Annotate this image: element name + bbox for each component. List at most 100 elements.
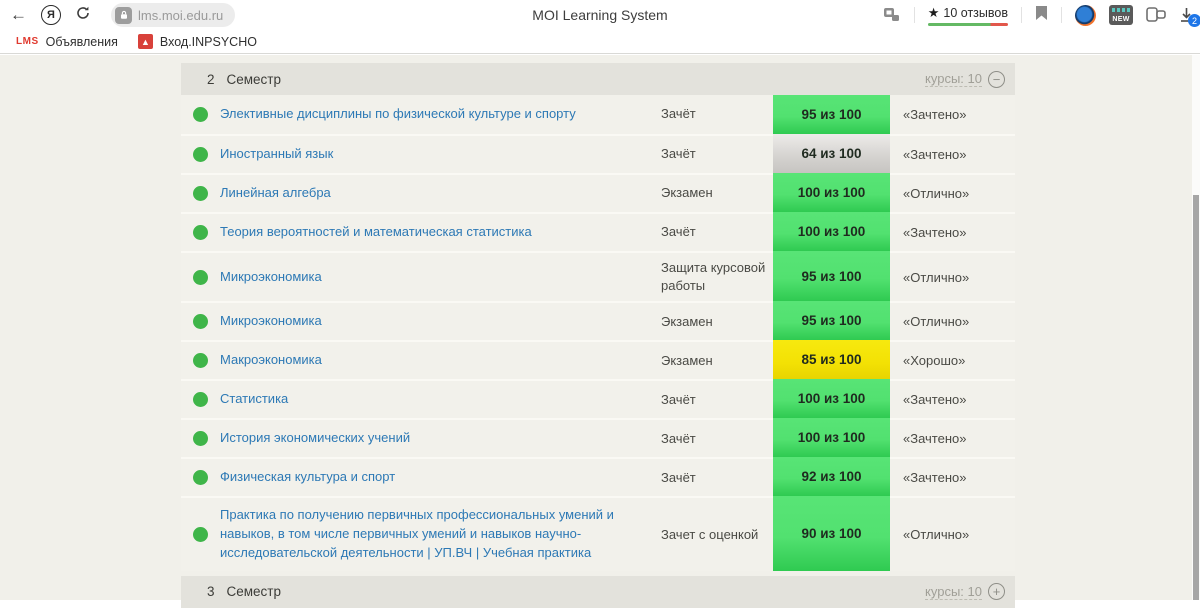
reviews-button[interactable]: ★ 10 отзывов — [927, 4, 1008, 26]
score-badge: 100 из 100 — [773, 173, 890, 212]
table-row: Микроэкономика Экзамен 95 из 100 «Отличн… — [181, 301, 1015, 341]
collapse-semester-icon[interactable]: − — [988, 70, 1005, 88]
semester-footer: 3 Семестр курсы: 10 + — [181, 575, 1015, 608]
score-badge: 95 из 100 — [773, 251, 890, 302]
grade-text: «Зачтено» — [903, 431, 967, 447]
completed-dot-icon — [193, 392, 208, 408]
bookmark-announcements[interactable]: LMS Объявления — [16, 34, 118, 49]
page-content: 2 Семестр курсы: 10 − Элективные дисципл… — [0, 55, 1200, 608]
completed-dot-icon — [193, 107, 208, 122]
score-badge: 95 из 100 — [773, 95, 890, 134]
score-badge: 100 из 100 — [773, 212, 890, 251]
course-link[interactable]: Статистика — [220, 391, 289, 407]
lms-favicon: LMS — [16, 36, 39, 47]
table-row: Микроэкономика Защита курсовой работы 95… — [181, 251, 1015, 302]
exam-type: Зачёт — [661, 469, 696, 485]
course-link[interactable]: Элективные дисциплины по физической куль… — [220, 106, 576, 122]
exam-type: Экзамен — [661, 313, 713, 329]
table-row: Линейная алгебра Экзамен 100 из 100 «Отл… — [181, 173, 1015, 212]
score-badge: 95 из 100 — [773, 301, 890, 341]
table-row: Практика по получению первичных професси… — [181, 496, 1015, 571]
browser-toolbar: ← Я lms.moi.edu.ru MOI Learning System ★… — [0, 0, 1200, 30]
courses-count-link[interactable]: курсы: 10 — [925, 71, 982, 87]
course-link[interactable]: Линейная алгебра — [220, 185, 331, 201]
completed-dot-icon — [193, 431, 208, 447]
course-table-body: Элективные дисциплины по физической куль… — [181, 95, 1015, 571]
expand-semester-icon[interactable]: + — [988, 583, 1005, 601]
table-row: Иностранный язык Зачёт 64 из 100 «Зачтен… — [181, 134, 1015, 173]
table-row: Элективные дисциплины по физической куль… — [181, 95, 1015, 134]
course-link[interactable]: Микроэкономика — [220, 268, 322, 284]
downloads-button[interactable]: 2 — [1179, 7, 1200, 27]
star-icon: ★ — [927, 4, 940, 20]
grade-text: «Зачтено» — [903, 147, 967, 162]
score-badge: 64 из 100 — [773, 134, 890, 173]
table-row: Теория вероятностей и математическая ста… — [181, 212, 1015, 251]
new-extension-icon[interactable]: NEW — [1109, 5, 1133, 25]
reviews-rating-bar — [927, 22, 1008, 26]
url-text: lms.moi.edu.ru — [138, 7, 224, 23]
divider — [913, 7, 915, 23]
protect-icon[interactable] — [883, 7, 901, 23]
grade-text: «Зачтено» — [903, 107, 967, 122]
exam-type: Зачет с оценкой — [661, 526, 759, 542]
completed-dot-icon — [193, 186, 208, 201]
completed-dot-icon — [193, 470, 208, 486]
status-dot-cell — [181, 269, 220, 285]
courses-count-link[interactable]: курсы: 10 — [925, 583, 982, 600]
yandex-browser-icon[interactable]: Я — [41, 5, 61, 25]
course-link[interactable]: История экономических учений — [220, 430, 411, 446]
course-link[interactable]: Микроэкономика — [220, 313, 322, 329]
completed-dot-icon — [193, 269, 208, 285]
grade-text: «Зачтено» — [903, 225, 967, 240]
table-row: Статистика Зачёт 100 из 100 «Зачтено» — [181, 379, 1015, 419]
exam-type: Экзамен — [661, 352, 713, 368]
status-dot-cell — [181, 431, 220, 447]
course-link[interactable]: Иностранный язык — [220, 146, 334, 162]
score-badge: 85 из 100 — [773, 340, 890, 380]
score-badge: 90 из 100 — [773, 496, 890, 571]
bookmark-inpsycho[interactable]: ▲ Вход.INPSYCHO — [132, 34, 263, 49]
status-dot-cell — [181, 527, 220, 543]
divider — [1061, 7, 1062, 23]
page-title: MOI Learning System — [532, 7, 668, 23]
score-badge: 92 из 100 — [773, 457, 890, 497]
table-row: Макроэкономика Экзамен 85 из 100 «Хорошо… — [181, 340, 1015, 380]
exam-type: Защита курсовой работы — [661, 260, 766, 294]
completed-dot-icon — [193, 353, 208, 369]
exam-type: Зачёт — [661, 146, 696, 162]
completed-dot-icon — [193, 314, 208, 330]
course-link[interactable]: Макроэкономика — [220, 352, 322, 368]
course-link[interactable]: Физическая культура и спорт — [220, 469, 396, 485]
status-dot-cell — [181, 225, 220, 240]
exam-type: Зачёт — [661, 391, 696, 407]
grade-text: «Зачтено» — [903, 470, 967, 486]
grade-text: «Хорошо» — [903, 353, 966, 369]
table-row: Физическая культура и спорт Зачёт 92 из … — [181, 457, 1015, 497]
scrollbar-track[interactable] — [1192, 55, 1200, 600]
grade-text: «Отлично» — [903, 269, 970, 285]
grade-text: «Зачтено» — [903, 392, 967, 408]
back-button[interactable]: ← — [10, 5, 27, 24]
course-link[interactable]: Теория вероятностей и математическая ста… — [220, 224, 532, 240]
collections-icon[interactable] — [1146, 7, 1166, 23]
course-link[interactable]: Практика по получению первичных професси… — [220, 507, 614, 561]
grade-text: «Отлично» — [903, 527, 970, 543]
lock-icon[interactable] — [115, 6, 132, 24]
score-badge: 100 из 100 — [773, 379, 890, 419]
exam-type: Зачёт — [661, 430, 696, 446]
extension-browser-icon[interactable] — [1075, 4, 1096, 26]
score-badge: 100 из 100 — [773, 418, 890, 458]
scrollbar-thumb[interactable] — [1193, 195, 1199, 600]
address-bar[interactable]: lms.moi.edu.ru — [111, 3, 236, 27]
status-dot-cell — [181, 314, 220, 330]
status-dot-cell — [181, 107, 220, 122]
status-dot-cell — [181, 186, 220, 201]
bookmark-icon[interactable] — [1035, 5, 1048, 26]
exam-type: Экзамен — [661, 185, 713, 201]
refresh-button[interactable] — [75, 5, 91, 26]
download-count-badge: 2 — [1188, 14, 1200, 27]
completed-dot-icon — [193, 147, 208, 162]
exam-type: Зачёт — [661, 224, 696, 240]
inpsycho-favicon: ▲ — [137, 34, 153, 49]
